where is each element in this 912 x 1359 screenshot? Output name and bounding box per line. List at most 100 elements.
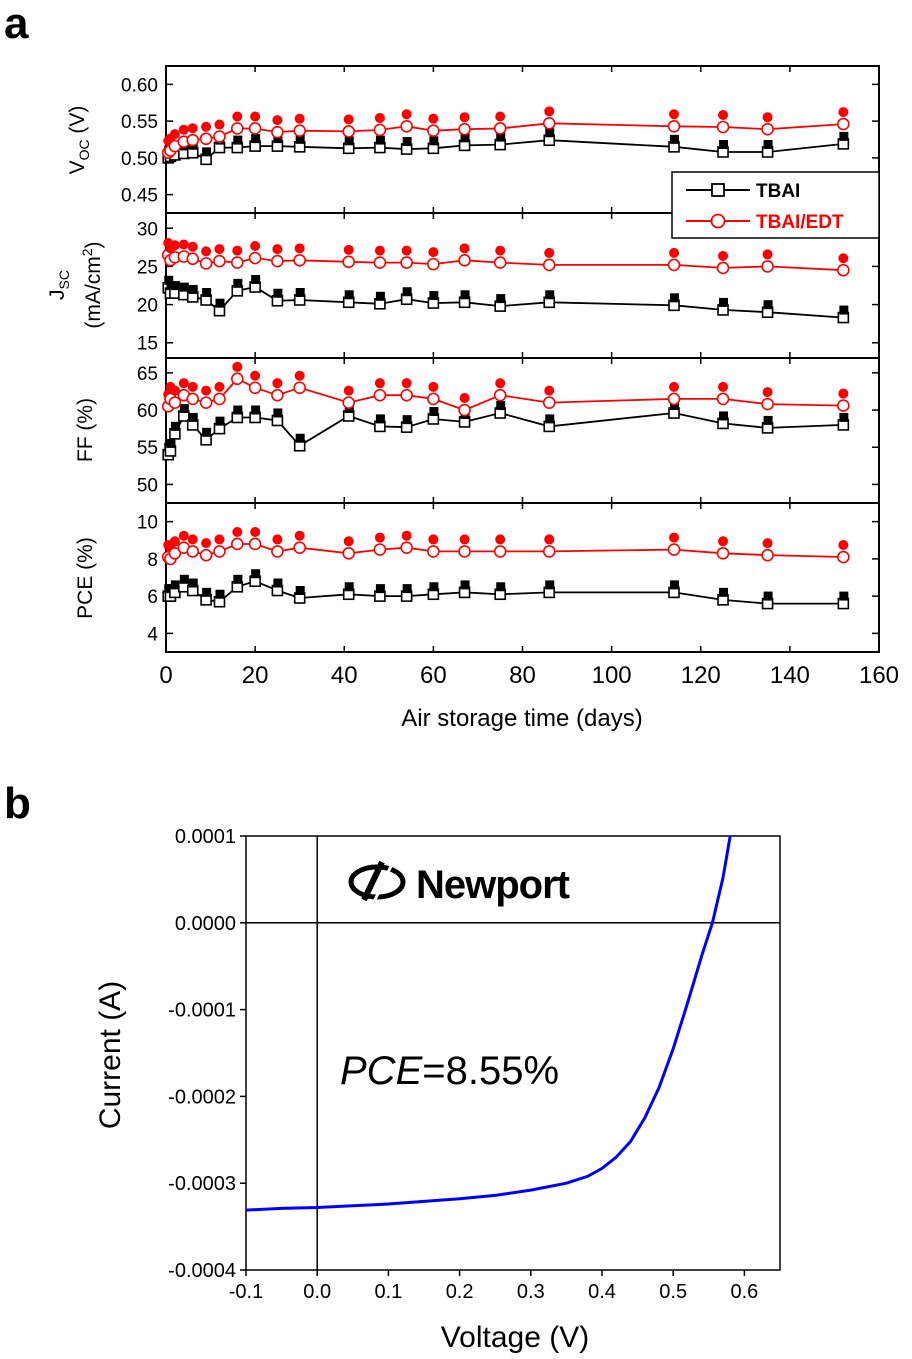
data-point-tbai-filled [719,139,729,149]
data-point-tbai-edt-filled [428,534,439,545]
data-point-tbai-edt-filled [343,536,354,547]
data-point-tbai-edt-filled [214,534,225,545]
legend-label-tbai-edt: TBAI/EDT [756,212,844,233]
data-point-tbai-edt-filled [838,107,849,118]
data-point-tbai-edt [427,392,440,406]
legend-marker-tbai [711,183,725,197]
jsc-ylabel-main: J [46,289,69,300]
data-point-tbai-edt-filled [544,385,555,396]
data-point-tbai-filled [402,415,412,425]
legend-label-tbai: TBAI [756,181,800,202]
data-point-tbai-filled [429,582,439,592]
data-point-tbai-edt-filled [201,121,212,132]
data-point-tbai-edt [342,546,356,560]
data-point-tbai-edt-filled [201,246,212,257]
data-point-tbai-filled [670,401,680,411]
data-point-tbai-filled [273,408,283,418]
data-point-tbai-filled [545,414,555,424]
data-point-tbai-filled [166,438,176,448]
data-point-tbai-edt [271,125,284,139]
data-point-tbai-edt [168,546,182,560]
newport-logo-text: Newport [416,863,570,907]
data-point-tbai-filled [839,305,849,315]
data-point-tbai-filled [763,139,773,149]
data-point-tbai-edt [716,120,730,134]
data-point-tbai-filled [188,284,198,294]
data-point-tbai-edt-filled [232,245,243,256]
data-point-tbai-edt [342,125,356,138]
data-point-tbai-edt-filled [178,239,189,250]
data-point-tbai-edt [373,256,387,269]
data-point-tbai-edt-filled [272,115,283,126]
data-point-tbai-filled [295,433,305,443]
data-point-tbai-filled [164,275,174,285]
data-point-tbai-edt [493,388,507,402]
data-point-tbai-edt [400,541,413,555]
jsc-ylabel-unit: (mA/cm2) [79,241,105,328]
y-tick-label: 30 [137,219,158,240]
x-tick-label: 140 [770,662,810,689]
data-point-tbai-edt-filled [214,381,225,392]
y-tick-label: 0.55 [121,112,158,133]
data-point-tbai-edt [248,251,262,265]
panel-b: -0.1 0.0 0.1 0.2 0.3 0.4 0.5 0.6 -0.0004 -0.0003 -… [94,826,781,1354]
data-point-tbai-edt [186,392,200,406]
x-tick-label: 80 [509,662,536,689]
data-point-tbai-edt-filled [428,247,439,258]
data-point-tbai-edt-filled [343,114,354,125]
data-point-tbai-edt [542,117,556,130]
data-point-tbai-edt-filled [718,110,729,121]
data-point-tbai-edt-filled [250,111,261,122]
panel-a-x-axis: 0 20 40 60 80 100 120 140 160 [159,662,899,689]
data-point-tbai-edt [761,548,774,562]
data-point-tbai-edt-filled [374,378,385,389]
y-tick-label: -0.0003 [168,1173,236,1195]
data-point-tbai-edt [293,381,306,395]
data-point-tbai-edt-filled [401,530,412,541]
data-point-tbai-filled [295,585,305,595]
data-point-tbai-edt [458,122,471,136]
jsc-unit-sup: 2 [79,248,95,256]
x-tick-label: 0.4 [588,1281,616,1303]
y-tick-label: 0.0001 [175,826,236,848]
data-point-tbai-filled [545,128,555,138]
data-point-tbai-edt [400,388,413,402]
data-point-tbai-filled [375,135,385,145]
data-point-tbai-edt [293,124,306,137]
data-point-tbai-edt-filled [250,370,261,381]
data-point-tbai-edt-filled [178,378,189,389]
x-tick-label: 0.3 [517,1281,545,1303]
data-point-tbai-filled [170,421,180,431]
data-point-tbai-edt [248,381,262,395]
data-point-tbai-filled [295,134,305,144]
data-point-tbai-edt-filled [669,109,680,120]
data-point-tbai-filled [375,584,385,594]
pce-annotation-value: =8.55% [422,1049,559,1093]
data-point-tbai-filled [496,401,506,411]
data-point-tbai-filled [763,591,773,601]
data-point-tbai-edt [231,372,244,386]
x-tick-label: 0 [159,662,172,689]
data-point-tbai-edt-filled [838,540,849,551]
data-point-tbai-edt [761,260,774,273]
data-point-tbai-edt [761,397,774,411]
data-point-tbai-filled [763,415,773,425]
panel-b-ylabel: Current (A) [94,981,127,1129]
data-point-tbai-filled [179,574,189,584]
data-point-tbai-edt-filled [178,124,189,135]
jsc-ylabel-symbol: JSC [46,270,72,300]
data-point-tbai-edt-filled [374,245,385,256]
data-point-tbai-edt [667,258,681,272]
y-tick-label: 10 [137,513,158,534]
ff-subplot: 50 55 60 65 [137,358,880,503]
y-tick-label: 55 [137,438,158,459]
data-point-tbai-filled [215,589,225,599]
data-point-tbai-filled [460,133,470,143]
data-point-tbai-filled [496,294,506,304]
pce-subplot: 4 6 8 10 [137,503,880,652]
data-point-tbai-edt [293,541,306,555]
data-point-tbai-edt-filled [169,536,180,547]
data-point-tbai-edt-filled [374,532,385,543]
data-point-tbai-filled [188,578,198,588]
data-point-tbai-filled [273,288,283,298]
